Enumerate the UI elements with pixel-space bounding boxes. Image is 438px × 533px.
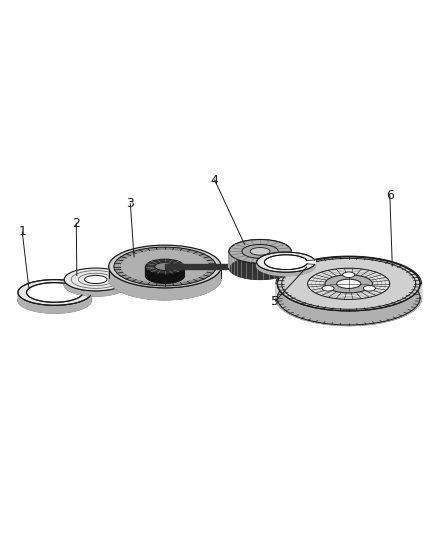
- Text: 1: 1: [18, 225, 26, 238]
- Ellipse shape: [265, 255, 307, 270]
- Ellipse shape: [277, 257, 420, 311]
- Ellipse shape: [109, 245, 221, 288]
- Ellipse shape: [343, 272, 355, 278]
- Ellipse shape: [145, 259, 184, 274]
- Ellipse shape: [27, 282, 83, 302]
- Polygon shape: [18, 294, 91, 313]
- Polygon shape: [276, 256, 421, 298]
- Ellipse shape: [238, 265, 244, 268]
- Text: 4: 4: [211, 174, 219, 187]
- Polygon shape: [145, 266, 184, 283]
- Ellipse shape: [229, 239, 291, 263]
- Ellipse shape: [325, 274, 372, 293]
- Ellipse shape: [337, 279, 361, 288]
- Polygon shape: [229, 252, 291, 279]
- Ellipse shape: [307, 268, 390, 300]
- Ellipse shape: [242, 245, 278, 259]
- Ellipse shape: [363, 286, 375, 291]
- Text: 5: 5: [271, 295, 279, 308]
- Ellipse shape: [257, 256, 315, 276]
- Ellipse shape: [64, 268, 127, 291]
- Polygon shape: [307, 260, 315, 264]
- Ellipse shape: [276, 270, 421, 326]
- Ellipse shape: [250, 247, 270, 255]
- Text: 3: 3: [127, 197, 134, 211]
- Ellipse shape: [109, 257, 221, 300]
- Polygon shape: [276, 284, 421, 326]
- Ellipse shape: [229, 256, 291, 279]
- Polygon shape: [64, 279, 127, 296]
- Ellipse shape: [18, 287, 92, 313]
- Ellipse shape: [257, 252, 315, 272]
- Ellipse shape: [18, 280, 92, 305]
- Polygon shape: [257, 262, 315, 276]
- Ellipse shape: [114, 247, 216, 286]
- Polygon shape: [229, 239, 291, 268]
- Ellipse shape: [145, 269, 184, 283]
- Text: 6: 6: [386, 189, 394, 201]
- Polygon shape: [109, 266, 221, 300]
- Text: 2: 2: [72, 217, 80, 230]
- Ellipse shape: [64, 273, 127, 296]
- Polygon shape: [82, 289, 92, 296]
- Ellipse shape: [85, 276, 107, 284]
- Ellipse shape: [155, 263, 175, 270]
- Ellipse shape: [322, 286, 334, 291]
- Polygon shape: [165, 264, 240, 269]
